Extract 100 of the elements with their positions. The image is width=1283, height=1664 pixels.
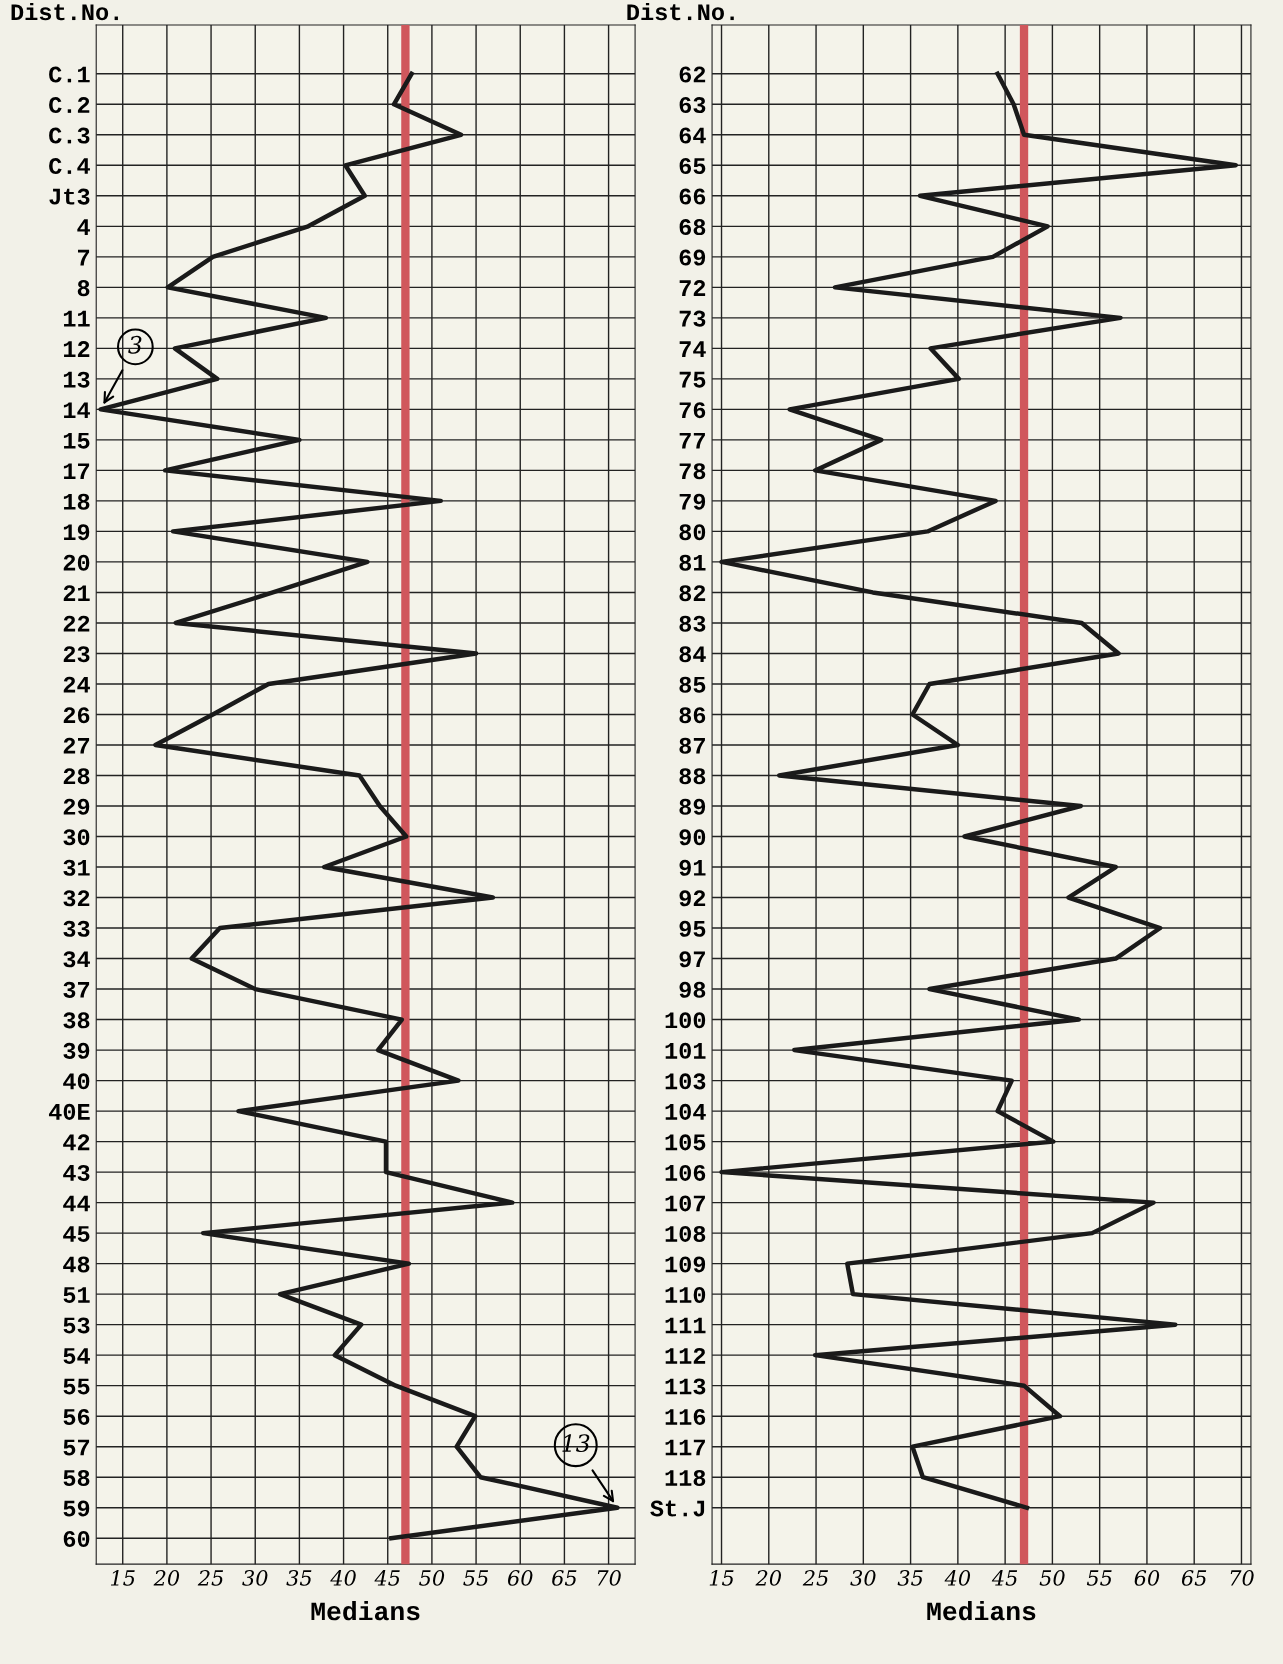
x-tick-label: 70: [597, 1570, 621, 1586]
y-tick-label: 48: [63, 1256, 90, 1273]
y-tick-label: 40: [63, 1073, 90, 1090]
x-tick-label: 50: [419, 1570, 445, 1586]
y-tick-label: 75: [679, 371, 706, 388]
y-tick-label: 60: [63, 1530, 90, 1548]
y-tick-label: 110: [665, 1286, 706, 1303]
y-tick-label: 116: [665, 1408, 706, 1425]
y-tick-label: 66: [679, 188, 706, 205]
y-tick-label: 103: [665, 1073, 706, 1090]
y-tick-label: 8: [77, 280, 90, 297]
y-tick-label: 78: [679, 463, 706, 480]
x-tick-label: 50: [1039, 1570, 1065, 1586]
y-tick-label: 20: [63, 554, 90, 571]
y-tick-label: 28: [63, 768, 90, 785]
y-tick-label: 7: [78, 249, 90, 266]
y-tick-label: 13: [63, 371, 90, 388]
y-tick-label: 51: [63, 1287, 90, 1303]
y-tick-label: 85: [679, 676, 706, 693]
x-axis-title: Medians: [311, 1600, 420, 1621]
y-tick-label: 11: [63, 310, 90, 327]
y-tick-label: 44: [63, 1195, 90, 1212]
y-tick-label: 91: [679, 859, 706, 876]
y-tick-label: 23: [63, 646, 90, 663]
y-tick-label: 31: [63, 859, 90, 876]
y-tick-label: 97: [679, 951, 705, 968]
y-tick-label: 45: [63, 1226, 90, 1242]
y-tick-label: 39: [63, 1042, 90, 1059]
y-tick-label: 68: [679, 219, 706, 236]
y-tick-label: 12: [63, 341, 90, 357]
y-tick-label: 59: [63, 1500, 90, 1517]
y-tick-label: 54: [63, 1348, 90, 1364]
y-tick-label: 65: [679, 158, 706, 175]
y-tick-label: 34: [63, 951, 90, 968]
y-tick-label: 14: [63, 402, 90, 418]
y-tick-label: 29: [63, 798, 90, 815]
y-tick-label: 64: [679, 127, 706, 144]
y-tick-label: 27: [63, 737, 90, 754]
y-tick-label: 81: [679, 554, 706, 571]
y-tick-label: 73: [679, 310, 706, 327]
y-tick-label: 43: [63, 1164, 90, 1181]
x-tick-label: 65: [1181, 1570, 1207, 1586]
y-tick-label: 19: [63, 524, 90, 541]
y-tick-label: 56: [63, 1408, 90, 1425]
y-tick-label: 79: [679, 493, 706, 510]
x-tick-label: 30: [850, 1570, 876, 1586]
y-tick-label: 53: [63, 1317, 90, 1334]
y-tick-label: 108: [665, 1225, 706, 1242]
y-tick-label: 107: [665, 1195, 705, 1212]
y-axis-title: Dist.No.: [627, 2, 734, 21]
y-tick-label: 15: [63, 432, 90, 449]
y-tick-label: 4: [77, 219, 90, 235]
x-tick-label: 25: [802, 1570, 829, 1586]
y-tick-label: C.1: [49, 66, 90, 83]
y-tick-label: 77: [679, 432, 705, 449]
y-tick-label: 105: [665, 1134, 706, 1151]
y-tick-label: 104: [665, 1103, 706, 1120]
y-tick-label: 98: [679, 981, 706, 998]
x-tick-label: 70: [1230, 1570, 1254, 1586]
y-tick-label: 17: [63, 463, 90, 479]
y-tick-label: 106: [665, 1164, 706, 1181]
x-tick-label: 20: [153, 1570, 180, 1586]
y-tick-label: 62: [679, 66, 706, 83]
x-tick-label: 20: [755, 1570, 781, 1586]
y-tick-label: 24: [63, 676, 90, 693]
x-tick-label: 15: [709, 1570, 734, 1586]
y-tick-label: 83: [679, 615, 706, 632]
y-tick-label: 80: [679, 524, 706, 541]
x-tick-label: 30: [242, 1570, 268, 1586]
y-tick-label: C.3: [49, 127, 90, 144]
x-tick-label: 45: [374, 1570, 400, 1586]
x-tick-label: 35: [897, 1570, 923, 1586]
y-tick-label: Jt3: [49, 188, 90, 205]
y-tick-label: 112: [665, 1347, 706, 1364]
y-tick-label: 95: [679, 920, 706, 937]
x-axis-title: Medians: [927, 1600, 1036, 1621]
y-tick-label: 30: [63, 829, 90, 846]
y-tick-label: 76: [679, 402, 706, 419]
y-tick-label: 26: [63, 707, 90, 724]
y-tick-label: 42: [63, 1134, 90, 1151]
y-tick-label: 86: [679, 707, 706, 724]
y-tick-label: 38: [63, 1012, 90, 1029]
x-tick-label: 40: [944, 1570, 971, 1586]
y-tick-label: 74: [679, 341, 706, 357]
x-tick-label: 15: [110, 1570, 135, 1586]
y-tick-label: 63: [679, 97, 706, 114]
y-tick-label: 118: [665, 1469, 706, 1486]
x-tick-label: 60: [508, 1570, 533, 1586]
y-tick-label: 117: [665, 1439, 705, 1456]
y-axis-title: Dist.No.: [11, 2, 118, 21]
y-tick-label: 72: [679, 280, 706, 296]
y-tick-label: 18: [63, 493, 90, 510]
y-tick-label: 88: [679, 768, 706, 785]
y-tick-label: St.J: [650, 1500, 705, 1517]
y-tick-label: C.4: [49, 158, 90, 175]
x-tick-label: 65: [552, 1570, 577, 1586]
y-tick-label: 69: [679, 249, 706, 266]
y-tick-label: 111: [665, 1317, 706, 1334]
y-tick-label: 21: [63, 585, 90, 601]
y-tick-label: 87: [679, 737, 705, 754]
